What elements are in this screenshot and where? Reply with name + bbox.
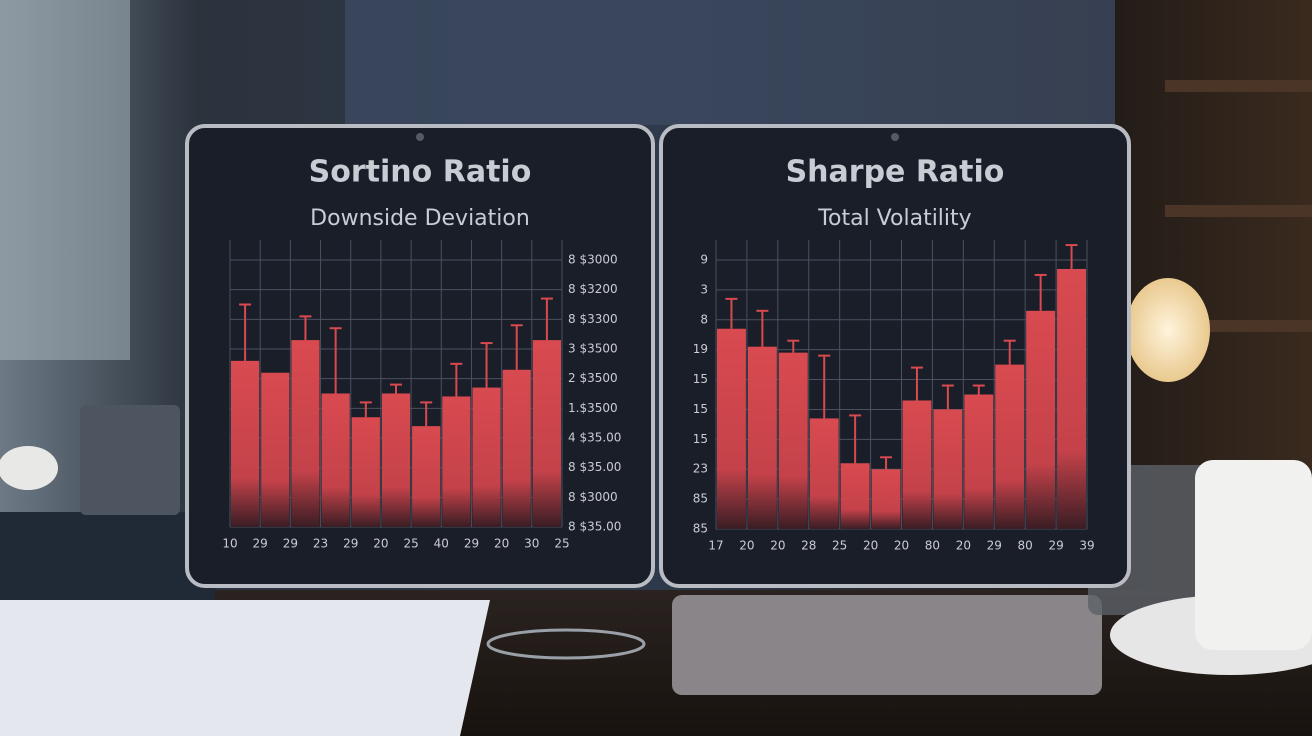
x-tick-label: 20 — [373, 537, 388, 551]
bar — [1057, 268, 1086, 529]
x-tick-label: 29 — [464, 537, 479, 551]
x-tick-label: 20 — [863, 539, 878, 553]
bar — [261, 372, 290, 527]
y-tick-label: 8 — [700, 312, 708, 326]
pen-cup — [80, 405, 180, 515]
x-tick-label: 17 — [708, 539, 723, 553]
x-tick-label: 23 — [313, 537, 328, 551]
camera — [416, 133, 424, 141]
y-tick-label: 8 $35.00 — [568, 520, 621, 534]
y-tick-label: 8 $35.00 — [568, 460, 621, 474]
bar — [532, 340, 561, 527]
bar — [933, 409, 963, 529]
camera — [891, 133, 899, 141]
window — [0, 0, 130, 360]
x-tick-label: 29 — [283, 537, 298, 551]
y-tick-label: 9 — [700, 253, 708, 267]
bar — [472, 387, 501, 527]
x-tick-label: 29 — [343, 537, 358, 551]
x-tick-label: 25 — [832, 539, 847, 553]
chart-title: Sharpe Ratio — [786, 155, 1005, 190]
paper-report — [0, 600, 490, 736]
y-tick-label: 15 — [693, 372, 708, 386]
bar — [840, 463, 870, 529]
chart-title: Sortino Ratio — [309, 155, 532, 190]
bar — [717, 328, 746, 529]
y-tick-label: 15 — [693, 402, 708, 416]
x-tick-label: 80 — [925, 539, 940, 553]
shelf — [1165, 205, 1312, 217]
x-tick-label: 40 — [434, 537, 449, 551]
y-tick-label: 85 — [693, 492, 708, 506]
bar — [995, 364, 1025, 529]
x-tick-label: 29 — [987, 539, 1002, 553]
bar — [291, 340, 320, 527]
x-tick-label: 25 — [403, 537, 418, 551]
laptop — [672, 595, 1102, 695]
coffee-mug — [1195, 460, 1312, 650]
lamp — [1126, 278, 1210, 382]
x-tick-label: 10 — [222, 537, 237, 551]
bar — [871, 469, 901, 529]
y-tick-label: 23 — [693, 462, 708, 476]
x-tick-label: 20 — [739, 539, 754, 553]
y-tick-label: 3 $3500 — [568, 342, 618, 356]
bar — [809, 418, 839, 529]
chart-subtitle: Total Volatility — [817, 206, 971, 231]
bar — [502, 369, 531, 527]
bar — [778, 352, 808, 529]
y-tick-label: 1.$3500 — [568, 401, 618, 415]
x-tick-label: 20 — [494, 537, 509, 551]
bar — [902, 400, 932, 529]
x-tick-label: 29 — [1048, 539, 1063, 553]
x-tick-label: 20 — [894, 539, 909, 553]
bar — [747, 346, 777, 529]
bar — [231, 360, 260, 527]
x-tick-label: 20 — [770, 539, 785, 553]
y-tick-label: 4 $35.00 — [568, 431, 621, 445]
bar — [321, 393, 350, 527]
x-tick-label: 29 — [253, 537, 268, 551]
x-tick-label: 28 — [801, 539, 816, 553]
y-tick-label: 3 — [700, 282, 708, 296]
y-tick-label: 8 $3200 — [568, 282, 618, 296]
glasses — [486, 628, 646, 660]
shelf — [1165, 80, 1312, 92]
x-tick-label: 80 — [1018, 539, 1033, 553]
y-tick-label: 8 $3300 — [568, 312, 618, 326]
y-tick-label: 19 — [693, 342, 708, 356]
wall-pattern — [345, 0, 1115, 125]
x-tick-label: 30 — [524, 537, 539, 551]
cup — [0, 446, 58, 490]
x-tick-label: 25 — [554, 537, 569, 551]
y-tick-label: 2 $3500 — [568, 371, 618, 385]
x-tick-label: 39 — [1079, 539, 1094, 553]
bar — [381, 393, 411, 527]
x-tick-label: 20 — [956, 539, 971, 553]
bar — [412, 426, 441, 527]
y-tick-label: 85 — [693, 522, 708, 536]
y-tick-label: 15 — [693, 432, 708, 446]
y-tick-label: 8 $3000 — [568, 253, 618, 267]
chart-subtitle: Downside Deviation — [310, 206, 530, 231]
y-tick-label: 8 $3000 — [568, 490, 618, 504]
bar — [442, 396, 471, 527]
bar — [964, 394, 994, 529]
bar — [1026, 310, 1056, 529]
bar — [351, 417, 380, 527]
